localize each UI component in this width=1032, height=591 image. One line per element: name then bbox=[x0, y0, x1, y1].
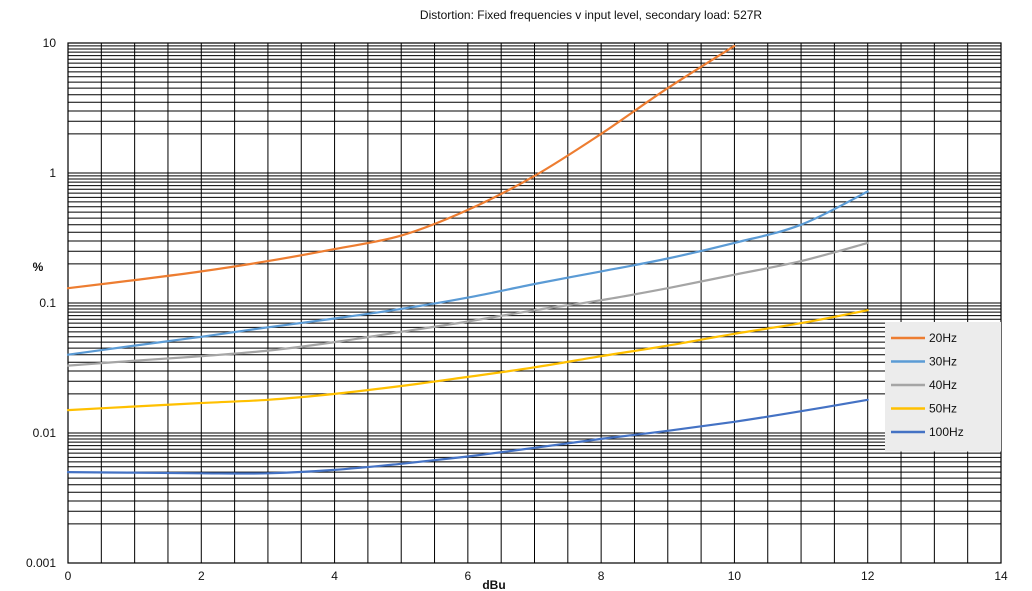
y-tick-label: 0.01 bbox=[33, 426, 57, 440]
legend-label: 50Hz bbox=[929, 402, 957, 416]
grid bbox=[67, 42, 1002, 564]
series-line-100hz bbox=[66, 398, 869, 475]
y-axis-label: % bbox=[33, 260, 44, 274]
x-tick-label: 6 bbox=[465, 569, 472, 583]
x-tick-label: 0 bbox=[65, 569, 72, 583]
legend: 20Hz 30Hz 40Hz 50Hz 100Hz bbox=[885, 322, 1001, 452]
axes bbox=[67, 42, 1002, 564]
tick-labels: 0 2 4 6 8 10 12 14 0.001 0.01 0.1 1 10 bbox=[26, 36, 1008, 583]
x-tick-label: 8 bbox=[598, 569, 605, 583]
y-tick-label: 0.1 bbox=[39, 296, 56, 310]
y-tick-label: 1 bbox=[49, 166, 56, 180]
plot-frame bbox=[67, 42, 1002, 564]
series-line-50hz bbox=[66, 309, 869, 412]
x-tick-label: 10 bbox=[728, 569, 742, 583]
legend-label: 40Hz bbox=[929, 378, 957, 392]
y-tick-label: 10 bbox=[43, 36, 57, 50]
legend-label: 30Hz bbox=[929, 355, 957, 369]
y-tick-label: 0.001 bbox=[26, 556, 56, 570]
x-tick-label: 14 bbox=[994, 569, 1008, 583]
legend-label: 20Hz bbox=[929, 331, 957, 345]
series-line-20hz bbox=[66, 44, 736, 290]
series-layer bbox=[66, 44, 869, 475]
chart-title: Distortion: Fixed frequencies v input le… bbox=[419, 8, 763, 22]
series-line-40hz bbox=[66, 241, 869, 367]
legend-box bbox=[885, 322, 1001, 452]
series-line-30hz bbox=[66, 190, 869, 356]
x-tick-label: 12 bbox=[861, 569, 875, 583]
x-tick-label: 4 bbox=[331, 569, 338, 583]
x-axis-label: dBu bbox=[482, 578, 505, 591]
legend-label: 100Hz bbox=[929, 425, 964, 439]
x-tick-label: 2 bbox=[198, 569, 205, 583]
